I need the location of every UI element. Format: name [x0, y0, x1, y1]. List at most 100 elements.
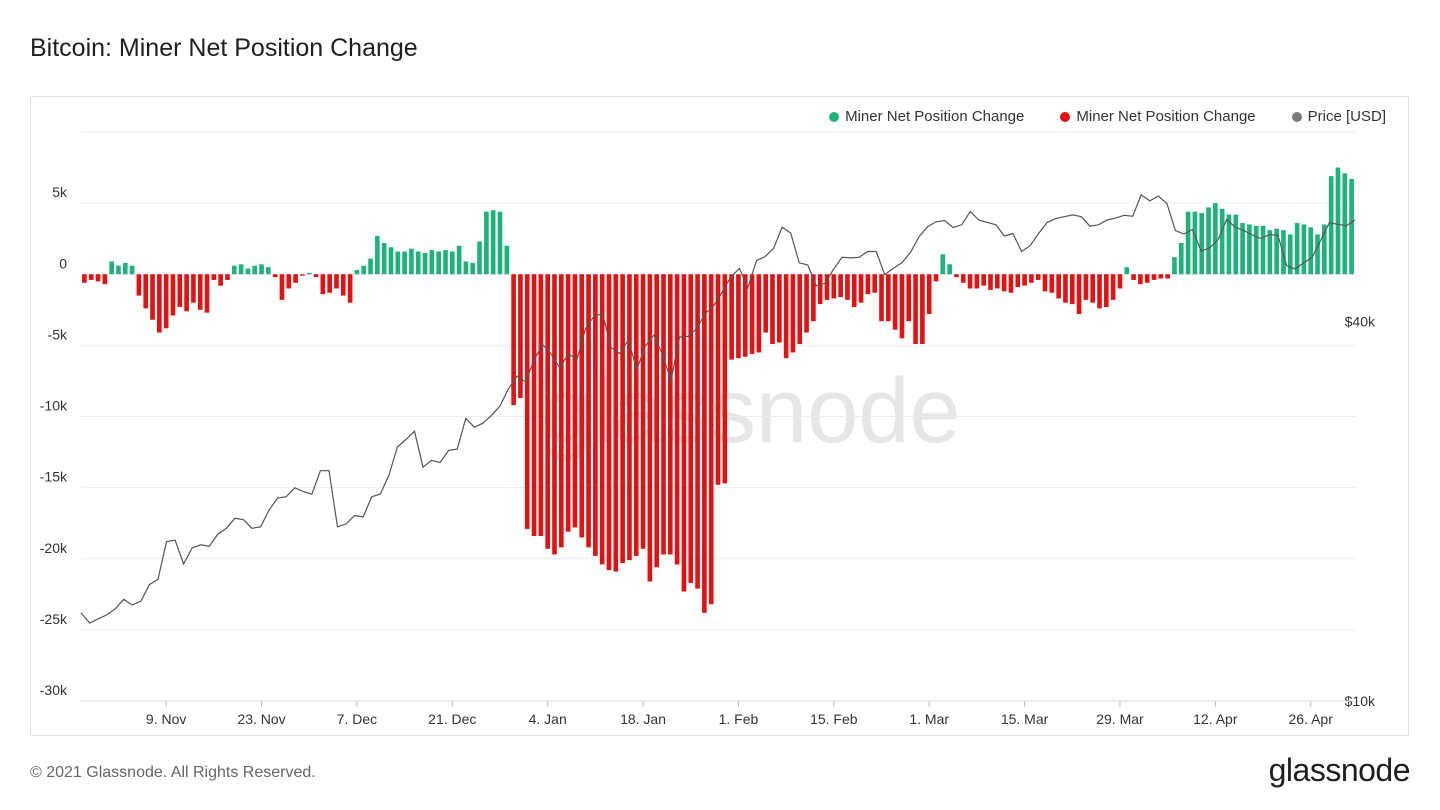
bar-positive	[1294, 223, 1300, 275]
bar-negative	[279, 274, 285, 300]
bar-positive	[1287, 234, 1293, 275]
y-axis-left-tick-label: -30k	[40, 682, 68, 698]
bar-negative	[327, 274, 332, 293]
bar-negative	[647, 274, 653, 582]
bar-positive	[409, 248, 414, 275]
bar-negative	[811, 274, 816, 322]
bar-negative	[511, 274, 516, 406]
bar-negative	[163, 274, 169, 329]
legend-label-positive: Miner Net Position Change	[845, 108, 1025, 125]
bar-negative	[838, 274, 843, 298]
bar-negative	[688, 274, 694, 583]
bar-negative	[102, 274, 108, 285]
copyright-text: © 2021 Glassnode. All Rights Reserved.	[30, 764, 316, 781]
bar-negative	[1151, 274, 1157, 280]
bar-negative	[926, 274, 932, 315]
bar-negative	[313, 274, 319, 278]
bar-negative	[674, 274, 680, 565]
bar-negative	[1158, 274, 1164, 279]
legend-label-price: Price [USD]	[1307, 108, 1386, 125]
bar-negative	[177, 274, 183, 307]
bar-negative	[1063, 274, 1068, 303]
x-axis-tick-label: 4. Jan	[529, 711, 567, 727]
bar-positive	[484, 211, 489, 275]
bar-negative	[552, 274, 557, 555]
legend-item-negative[interactable]: Miner Net Position Change	[1060, 108, 1256, 125]
legend-item-price[interactable]: Price [USD]	[1291, 108, 1386, 125]
x-axis-tick-label: 9. Nov	[146, 711, 186, 727]
chart-frame: glassnode 5k 0 -5k -10k -15k -20k -25k -30k $40k…	[30, 96, 1409, 736]
bar-negative	[790, 274, 796, 353]
bar-positive	[1192, 211, 1198, 275]
bar-positive	[1172, 257, 1177, 275]
bar-negative	[817, 274, 823, 305]
bar-negative	[211, 274, 217, 280]
bar-negative	[545, 274, 550, 549]
bar-negative	[170, 274, 176, 316]
bar-negative	[225, 274, 230, 280]
x-axis-tick-label: 23. Nov	[237, 711, 285, 727]
bar-positive	[1342, 173, 1348, 275]
bar-negative	[933, 274, 939, 282]
bar-negative	[722, 274, 728, 484]
bar-negative	[272, 274, 278, 278]
bar-negative	[524, 274, 530, 529]
bar-negative	[531, 274, 537, 536]
y-axis-left-tick-label: -5k	[48, 326, 68, 342]
x-axis-tick-label: 21. Dec	[428, 711, 476, 727]
y-axis-left-tick-label: 5k	[52, 184, 68, 200]
bar-negative	[334, 274, 339, 289]
bar-negative	[1069, 274, 1075, 305]
bar-positive	[1281, 230, 1286, 275]
bar-positive	[381, 242, 387, 275]
bar-negative	[300, 274, 305, 276]
bar-negative	[320, 274, 326, 295]
bar-positive	[109, 261, 114, 275]
bar-negative	[995, 274, 1000, 289]
bar-positive	[436, 251, 441, 275]
bar-negative	[613, 274, 619, 572]
x-axis-tick-label: 26. Apr	[1289, 711, 1334, 727]
bar-negative	[913, 274, 918, 344]
bar-positive	[231, 265, 237, 275]
bar-positive	[504, 245, 510, 275]
bar-negative	[1049, 274, 1055, 293]
bar-negative	[763, 274, 769, 333]
bar-positive	[1315, 234, 1320, 275]
bar-negative	[197, 274, 203, 310]
bar-negative	[742, 274, 748, 357]
bar-positive	[1124, 267, 1130, 275]
bar-negative	[1008, 274, 1014, 293]
bar-negative	[340, 274, 346, 296]
bar-negative	[538, 274, 544, 536]
bar-positive	[388, 247, 394, 275]
bar-positive	[1199, 213, 1205, 275]
bar-negative	[667, 274, 673, 555]
bar-positive	[1219, 208, 1225, 275]
bar-negative	[633, 274, 639, 556]
bar-negative	[981, 274, 987, 286]
bar-negative	[565, 274, 571, 532]
legend-label-negative: Miner Net Position Change	[1076, 108, 1256, 125]
bar-positive	[395, 251, 401, 275]
bar-positive	[361, 265, 367, 275]
bar-negative	[572, 274, 578, 528]
bar-negative	[599, 274, 605, 565]
bar-positive	[116, 265, 121, 275]
bar-negative	[1001, 274, 1007, 292]
bar-negative	[95, 274, 101, 282]
bar-positive	[1206, 207, 1211, 275]
bar-negative	[143, 274, 149, 309]
legend-item-positive[interactable]: Miner Net Position Change	[829, 108, 1024, 125]
price-line	[80, 193, 1356, 624]
bar-negative	[858, 274, 864, 303]
bar-negative	[1042, 274, 1048, 292]
bar-negative	[879, 274, 884, 322]
bar-negative	[640, 274, 646, 549]
bar-negative	[756, 274, 762, 353]
bar-negative	[1035, 274, 1041, 280]
bar-positive	[456, 245, 462, 275]
bar-positive	[122, 262, 128, 275]
bar-negative	[593, 274, 598, 556]
bar-positive	[1328, 176, 1334, 275]
